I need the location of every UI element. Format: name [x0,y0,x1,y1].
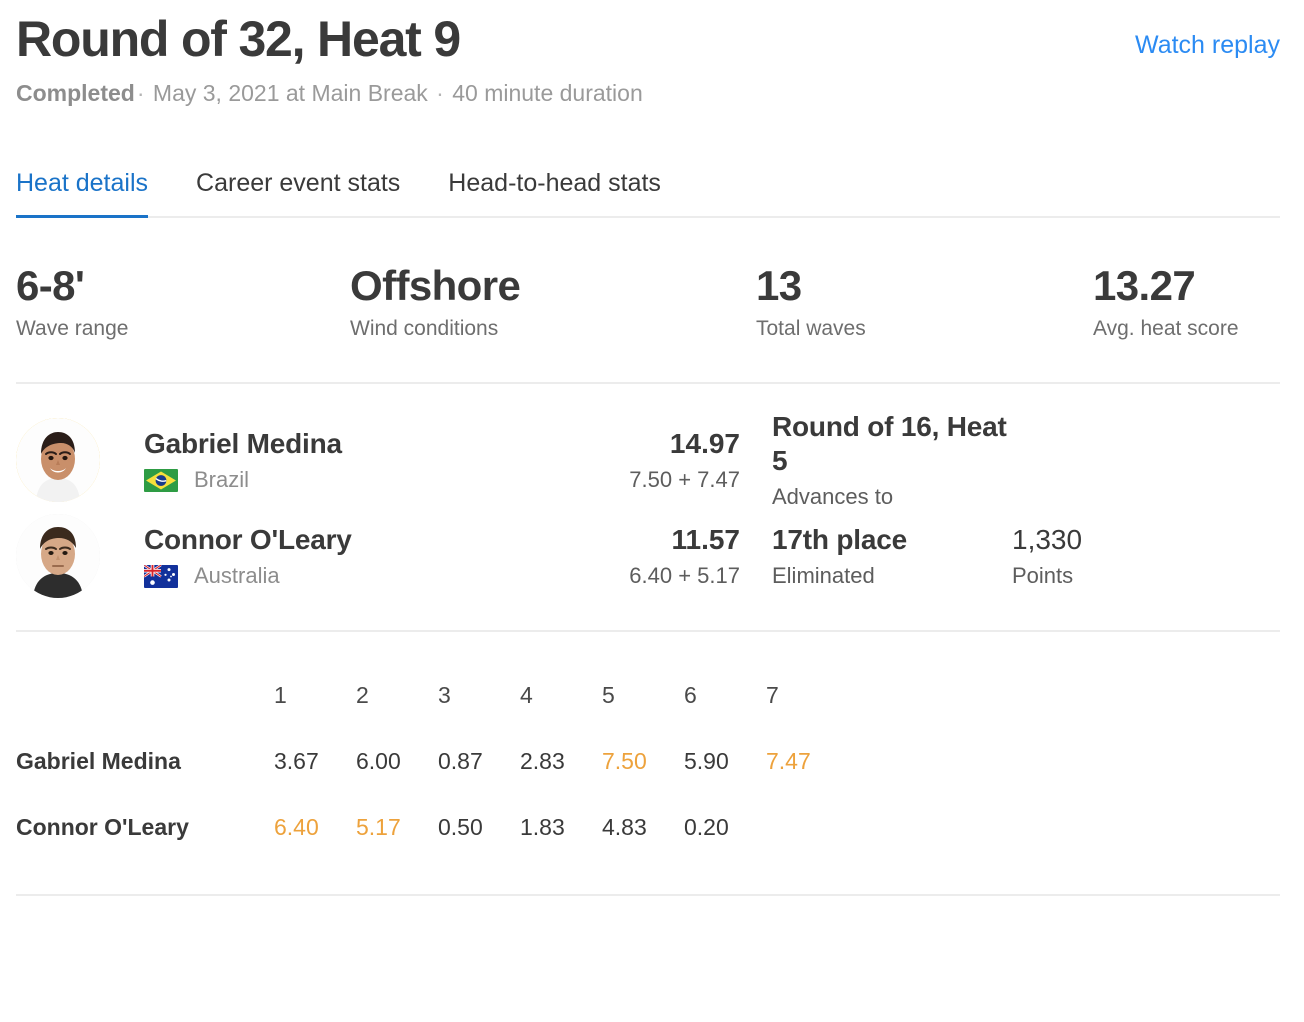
athlete-row[interactable]: Connor O'Leary [16,508,1280,604]
wave-scores-table: 1 2 3 4 5 6 7 Gabriel Medina 3.67 6.00 0… [16,632,1280,896]
heat-conditions-summary: 6-8' Wave range Offshore Wind conditions… [16,260,1280,384]
athlete-score: 11.57 6.40 + 5.17 [564,523,740,589]
result-main: Round of 16, Heat 5 [772,411,1007,476]
stat-wind-conditions: Offshore Wind conditions [350,260,756,342]
brazil-flag-icon [144,468,178,492]
stat-label: Wave range [16,317,129,340]
wave-score: 7.47 [766,748,811,774]
tab-head-to-head-stats[interactable]: Head-to-head stats [448,169,661,197]
page-title: Round of 32, Heat 9 [16,11,461,67]
heat-meta: Completed· May 3, 2021 at Main Break · 4… [16,78,1280,108]
table-row: Connor O'Leary 6.40 5.17 0.50 1.83 4.83 … [16,794,848,860]
result-sub: Eliminated [772,563,875,588]
meta-separator-1: · [136,80,145,106]
wave-column-header: 1 [274,682,287,708]
athlete-identity: Connor O'Leary [144,523,564,589]
wave-row-athlete-name: Gabriel Medina [16,748,181,774]
wave-score: 6.00 [356,748,401,774]
athlete-result: Round of 16, Heat 5 Advances to [740,410,1012,510]
result-main: 17th place [772,524,907,555]
wave-score [766,794,848,860]
stat-label: Total waves [756,317,866,340]
athlete-score: 14.97 7.50 + 7.47 [564,427,740,493]
page-header: Round of 32, Heat 9 Watch replay Complet… [16,0,1280,108]
stat-label: Wind conditions [350,317,499,340]
avatar [16,514,100,598]
wave-score: 2.83 [520,748,565,774]
score-total: 11.57 [671,524,740,555]
wave-column-header: 2 [356,682,369,708]
athlete-name: Connor O'Leary [144,524,352,555]
stat-label: Avg. heat score [1093,317,1239,340]
wave-column-header: 4 [520,682,533,708]
wave-score: 0.87 [438,748,483,774]
wave-score: 3.67 [274,748,319,774]
tab-heat-details[interactable]: Heat details [16,168,149,218]
athlete-result: 17th place Eliminated [740,523,1012,589]
stat-avg-heat-score: 13.27 Avg. heat score [1093,260,1239,342]
wave-score: 7.50 [602,748,647,774]
wave-score: 0.50 [438,814,483,840]
score-parts: 7.50 + 7.47 [629,467,740,492]
wave-score: 4.83 [602,814,647,840]
score-total: 14.97 [669,428,740,459]
wave-column-header: 5 [602,682,615,708]
wave-grid: 1 2 3 4 5 6 7 Gabriel Medina 3.67 6.00 0… [16,662,848,860]
wave-column-header: 7 [766,682,779,708]
wave-row-athlete-name: Connor O'Leary [16,814,189,840]
heat-date-venue: May 3, 2021 at Main Break [152,80,428,106]
table-row: Gabriel Medina 3.67 6.00 0.87 2.83 7.50 … [16,728,848,794]
athlete-country: Australia [144,563,564,589]
stat-wave-range: 6-8' Wave range [16,260,350,342]
stat-value: Offshore [350,262,521,309]
country-label: Australia [194,563,280,588]
points-value: 1,330 [1012,524,1083,555]
tab-bar: Heat details Career event stats Head-to-… [16,152,1280,218]
athlete-portrait-medina [16,418,100,502]
stat-value: 6-8' [16,262,85,309]
athlete-country: Brazil [144,467,564,493]
wave-header-row: 1 2 3 4 5 6 7 [16,662,848,728]
stat-value: 13 [756,262,802,309]
wave-score: 6.40 [274,814,319,840]
wave-score: 0.20 [684,814,729,840]
stat-value: 13.27 [1093,262,1196,309]
wave-header-blank [16,662,274,728]
athlete-identity: Gabriel Medina Brazil [144,427,564,493]
wave-grid-body: Gabriel Medina 3.67 6.00 0.87 2.83 7.50 … [16,728,848,860]
wave-score: 5.90 [684,748,729,774]
heat-status: Completed [16,80,135,106]
athlete-name: Gabriel Medina [144,428,342,459]
athlete-points [1012,457,1162,463]
meta-separator-2: · [436,80,444,106]
result-sub: Advances to [772,484,894,509]
points-label: Points [1012,563,1074,588]
wave-column-header: 3 [438,682,451,708]
score-parts: 6.40 + 5.17 [629,563,740,588]
wave-grid-head: 1 2 3 4 5 6 7 [16,662,848,728]
athlete-results-list: Gabriel Medina Brazil 14.97 7.50 + [16,384,1280,632]
country-label: Brazil [194,467,250,492]
stat-total-waves: 13 Total waves [756,260,1093,342]
australia-flag-icon [144,564,178,588]
watch-replay-link[interactable]: Watch replay [1135,31,1280,59]
heat-duration: 40 minute duration [452,80,643,106]
wave-score: 1.83 [520,814,565,840]
athlete-row[interactable]: Gabriel Medina Brazil 14.97 7.50 + [16,410,1280,510]
avatar [16,418,100,502]
wave-score: 5.17 [356,814,401,840]
wave-column-header: 6 [684,682,697,708]
athlete-points: 1,330 Points [1012,523,1162,589]
tab-career-event-stats[interactable]: Career event stats [196,169,401,197]
athlete-portrait-oleary [16,514,100,598]
